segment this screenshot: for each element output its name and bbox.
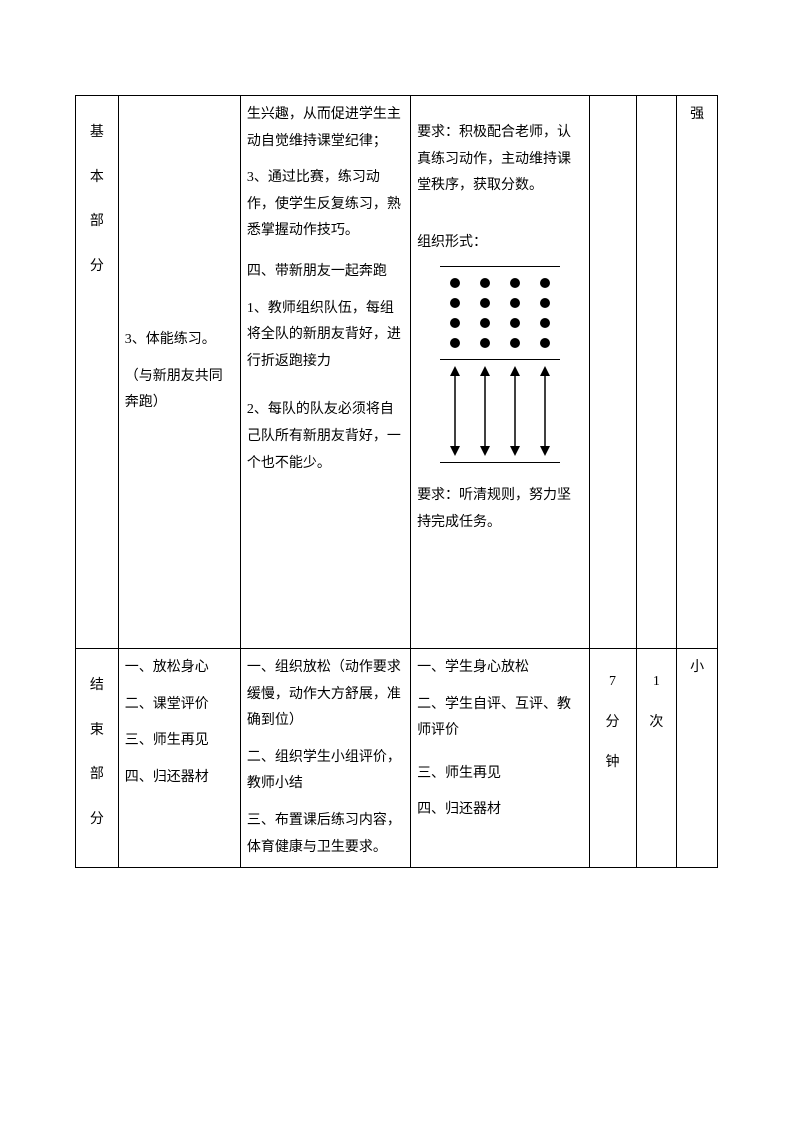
double-arrow-icon [478, 366, 492, 456]
para: 3、体能练习。 [125, 327, 234, 354]
dot-icon [450, 318, 460, 328]
para: 二、组织学生小组评价，教师小结 [247, 745, 404, 798]
student-activity-cell: 一、学生身心放松 二、学生自评、互评、教师评价 三、师生再见 四、归还器材 [411, 649, 590, 868]
dot-icon [450, 298, 460, 308]
vchar: 分 [596, 710, 630, 737]
count-cell [636, 96, 677, 649]
teacher-activity-cell: 生兴趣，从而促进学生主动自觉维持课堂纪律； 3、通过比赛，练习动作，使学生反复练… [240, 96, 410, 649]
double-arrow-icon [508, 366, 522, 456]
dot-icon [540, 278, 550, 288]
para: 二、课堂评价 [125, 692, 234, 719]
dot-icon [450, 278, 460, 288]
double-arrow-icon [538, 366, 552, 456]
vchar: 基 [82, 120, 112, 147]
intensity-cell: 小 [677, 649, 718, 868]
dot-icon [450, 338, 460, 348]
activity-name-cell: 一、放松身心 二、课堂评价 三、师生再见 四、归还器材 [118, 649, 240, 868]
table-row: 结 束 部 分 一、放松身心 二、课堂评价 三、师生再见 四、归还器材 一、组织… [76, 649, 718, 868]
vchar: 1 [643, 669, 671, 696]
diagram-rule [440, 359, 560, 360]
student-activity-cell: 要求：积极配合老师，认真练习动作，主动维持课堂秩序，获取分数。 组织形式： [411, 96, 590, 649]
vchar: 7 [596, 669, 630, 696]
time-cell [589, 96, 636, 649]
section-label: 结 束 部 分 [82, 673, 112, 833]
dot-icon [540, 338, 550, 348]
intensity-value: 强 [690, 107, 704, 122]
para: 二、学生自评、互评、教师评价 [417, 692, 583, 745]
intensity-cell: 强 [677, 96, 718, 649]
para: 三、师生再见 [125, 728, 234, 755]
para: 四、归还器材 [125, 765, 234, 792]
vchar: 束 [82, 718, 112, 745]
dot-icon [510, 278, 520, 288]
count-value: 1 次 [643, 669, 671, 736]
dot-icon [510, 318, 520, 328]
para: 一、学生身心放松 [417, 655, 583, 682]
para: 要求：听清规则，努力坚持完成任务。 [417, 483, 583, 536]
activity-name-cell: 3、体能练习。 （与新朋友共同奔跑） [118, 96, 240, 649]
vchar: 钟 [596, 750, 630, 777]
dot-icon [510, 338, 520, 348]
formation-diagram [440, 266, 560, 463]
arrow-row [440, 366, 560, 456]
table-row: 基 本 部 分 3、体能练习。 （与新朋友共同奔跑） 生兴趣，从而促进学生主动自… [76, 96, 718, 649]
dot-grid [440, 273, 560, 353]
vchar: 次 [643, 710, 671, 737]
para: 3、通过比赛，练习动作，使学生反复练习，熟悉掌握动作技巧。 [247, 165, 404, 245]
para: （与新朋友共同奔跑） [125, 364, 234, 417]
vchar: 分 [82, 807, 112, 834]
dot-icon [540, 318, 550, 328]
vchar: 本 [82, 165, 112, 192]
dot-icon [480, 338, 490, 348]
diagram-rule [440, 462, 560, 463]
para: 三、布置课后练习内容，体育健康与卫生要求。 [247, 808, 404, 861]
double-arrow-icon [448, 366, 462, 456]
para: 组织形式： [417, 230, 583, 257]
vchar: 结 [82, 673, 112, 700]
dot-icon [480, 318, 490, 328]
dot-icon [510, 298, 520, 308]
document-page: 基 本 部 分 3、体能练习。 （与新朋友共同奔跑） 生兴趣，从而促进学生主动自… [0, 0, 793, 948]
dot-icon [480, 278, 490, 288]
count-cell: 1 次 [636, 649, 677, 868]
lesson-plan-table: 基 本 部 分 3、体能练习。 （与新朋友共同奔跑） 生兴趣，从而促进学生主动自… [75, 95, 718, 868]
diagram-rule [440, 266, 560, 267]
time-cell: 7 分 钟 [589, 649, 636, 868]
teacher-activity-cell: 一、组织放松（动作要求缓慢，动作大方舒展，准确到位） 二、组织学生小组评价，教师… [240, 649, 410, 868]
para: 三、师生再见 [417, 761, 583, 788]
para: 一、组织放松（动作要求缓慢，动作大方舒展，准确到位） [247, 655, 404, 735]
time-value: 7 分 钟 [596, 669, 630, 777]
vchar: 分 [82, 254, 112, 281]
para: 四、带新朋友一起奔跑 [247, 259, 404, 286]
vchar: 部 [82, 209, 112, 236]
para: 一、放松身心 [125, 655, 234, 682]
section-label-cell: 结 束 部 分 [76, 649, 119, 868]
para: 1、教师组织队伍，每组将全队的新朋友背好，进行折返跑接力 [247, 296, 404, 376]
vchar: 部 [82, 762, 112, 789]
para: 要求：积极配合老师，认真练习动作，主动维持课堂秩序，获取分数。 [417, 120, 583, 200]
para: 2、每队的队友必须将自己队所有新朋友背好，一个也不能少。 [247, 397, 404, 477]
para: 四、归还器材 [417, 797, 583, 824]
dot-icon [480, 298, 490, 308]
dot-icon [540, 298, 550, 308]
para: 生兴趣，从而促进学生主动自觉维持课堂纪律； [247, 102, 404, 155]
intensity-value: 小 [690, 660, 704, 675]
section-label: 基 本 部 分 [82, 120, 112, 280]
section-label-cell: 基 本 部 分 [76, 96, 119, 649]
